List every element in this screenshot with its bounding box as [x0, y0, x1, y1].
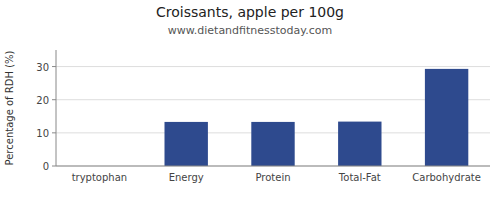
- x-tick-label: Energy: [169, 172, 204, 183]
- y-tick: [52, 99, 56, 100]
- bar: [165, 122, 208, 166]
- x-tick-label: tryptophan: [72, 172, 128, 183]
- chart-svg: Croissants, apple per 100g www.dietandfit…: [0, 0, 500, 200]
- x-axis-line: [56, 166, 490, 167]
- x-tick-label: Carbohydrate: [412, 172, 481, 183]
- y-tick: [52, 132, 56, 133]
- y-tick-label: 30: [36, 62, 49, 73]
- y-axis-line: [56, 50, 57, 166]
- y-tick-label: 0: [43, 161, 49, 172]
- bars: [165, 69, 469, 166]
- grid: [56, 67, 490, 166]
- grid-line: [56, 66, 490, 67]
- x-tick-label: Protein: [255, 172, 290, 183]
- bar: [425, 69, 468, 166]
- y-tick-label: 20: [36, 95, 49, 106]
- subtitle: www.dietandfitnesstoday.com: [168, 24, 332, 37]
- bar: [251, 122, 294, 166]
- chart-container: Croissants, apple per 100g www.dietandfit…: [0, 0, 500, 200]
- y-tick-label: 10: [36, 128, 49, 139]
- y-axis-label: Percentage of RDH (%): [4, 50, 15, 165]
- grid-line: [56, 166, 490, 167]
- y-tick: [52, 66, 56, 67]
- y-tick: [52, 166, 56, 167]
- title: Croissants, apple per 100g: [156, 4, 344, 20]
- bar: [338, 122, 381, 166]
- x-tick-label: Total-Fat: [338, 172, 381, 183]
